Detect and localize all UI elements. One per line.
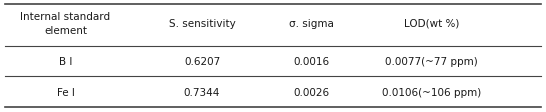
Text: Fe I: Fe I: [57, 87, 74, 97]
Text: 0.0106(~106 ppm): 0.0106(~106 ppm): [382, 87, 481, 97]
Text: 0.7344: 0.7344: [184, 87, 220, 97]
Text: 0.0077(~77 ppm): 0.0077(~77 ppm): [385, 57, 478, 67]
Text: σ. sigma: σ. sigma: [289, 19, 334, 28]
Text: LOD(wt %): LOD(wt %): [403, 19, 459, 28]
Text: S. sensitivity: S. sensitivity: [169, 19, 235, 28]
Text: 0.6207: 0.6207: [184, 57, 220, 67]
Text: 0.0016: 0.0016: [293, 57, 329, 67]
Text: 0.0026: 0.0026: [293, 87, 329, 97]
Text: Internal standard
element: Internal standard element: [20, 12, 111, 35]
Text: B I: B I: [59, 57, 72, 67]
